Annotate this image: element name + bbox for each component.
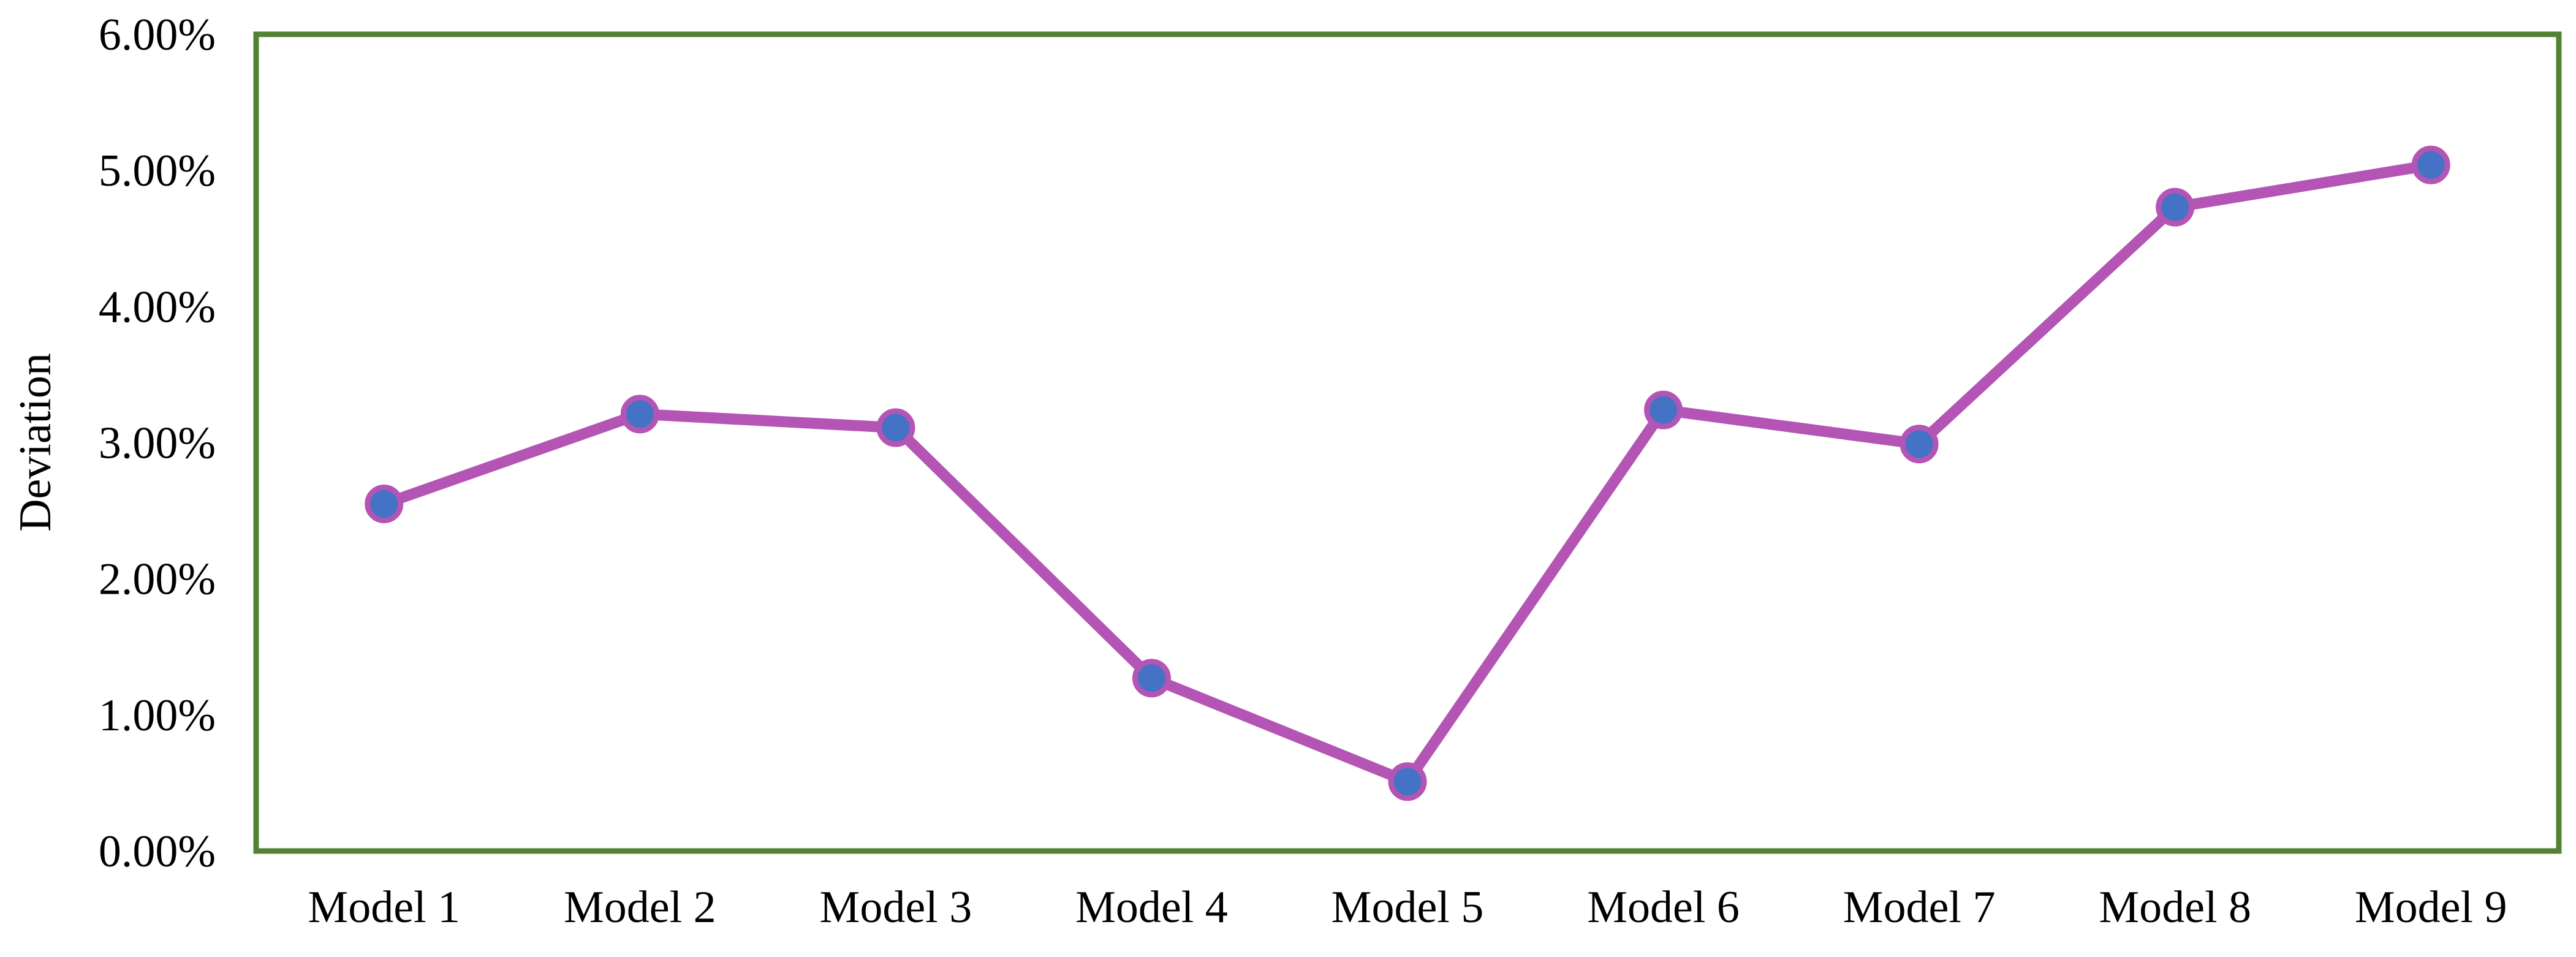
x-tick-label: Model 3	[820, 882, 972, 932]
data-point-marker	[2156, 187, 2195, 227]
data-point-marker	[620, 395, 659, 434]
y-tick-label: 0.00%	[99, 826, 216, 877]
x-tick-label: Model 6	[1587, 882, 1740, 932]
x-tick-label: Model 8	[2099, 882, 2251, 932]
y-tick-label: 4.00%	[99, 282, 216, 332]
x-tick-label: Model 9	[2355, 882, 2507, 932]
x-tick-label: Model 5	[1332, 882, 1484, 932]
y-tick-label: 6.00%	[99, 10, 216, 60]
x-tick-label: Model 7	[1843, 882, 1996, 932]
series-markers	[365, 145, 2450, 801]
y-tick-label: 3.00%	[99, 418, 216, 469]
data-point-marker	[1388, 762, 1427, 801]
data-point-marker	[1900, 425, 1939, 464]
y-axis-ticks: 0.00% 1.00% 2.00% 3.00% 4.00% 5.00% 6.00%	[99, 10, 216, 877]
data-point-marker	[2411, 145, 2450, 184]
data-point-marker	[1644, 390, 1683, 429]
y-axis-label: Deviation	[10, 353, 61, 532]
data-point-marker	[876, 408, 915, 447]
data-point-marker	[365, 484, 404, 523]
plot-area	[253, 31, 2562, 854]
x-tick-label: Model 2	[564, 882, 716, 932]
x-tick-label: Model 1	[308, 882, 460, 932]
y-tick-label: 2.00%	[99, 554, 216, 605]
data-point-marker	[1132, 659, 1171, 698]
x-tick-label: Model 4	[1075, 882, 1228, 932]
x-axis-ticks: Model 1 Model 2 Model 3 Model 4 Model 5 Model…	[308, 882, 2507, 932]
y-tick-label: 5.00%	[99, 146, 216, 196]
y-tick-label: 1.00%	[99, 690, 216, 741]
